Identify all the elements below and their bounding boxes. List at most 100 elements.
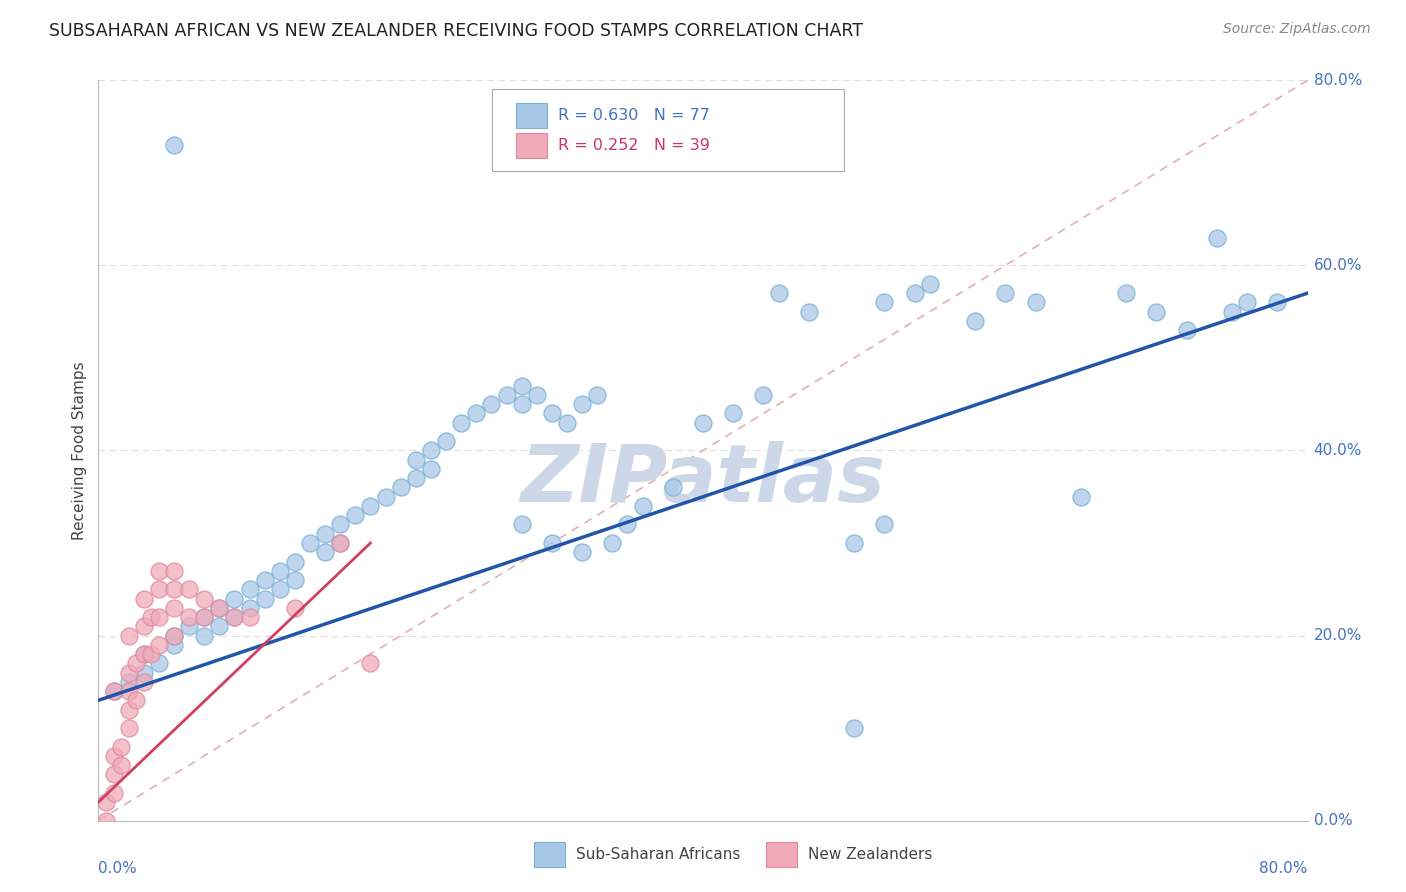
Point — [360, 499, 382, 513]
Text: Sub-Saharan Africans: Sub-Saharan Africans — [576, 847, 741, 862]
Point — [118, 684, 141, 698]
Point — [125, 693, 148, 707]
Point — [103, 748, 125, 763]
Point — [132, 665, 155, 680]
Point — [495, 388, 517, 402]
Point — [224, 591, 246, 606]
Point — [1070, 490, 1092, 504]
Text: R = 0.630   N = 77: R = 0.630 N = 77 — [558, 108, 710, 122]
Text: New Zealanders: New Zealanders — [808, 847, 932, 862]
Point — [1236, 295, 1258, 310]
Point — [163, 638, 186, 652]
Point — [118, 665, 141, 680]
Point — [269, 582, 291, 597]
Point — [239, 582, 262, 597]
Point — [141, 647, 163, 661]
Point — [224, 610, 246, 624]
Point — [526, 388, 548, 402]
Text: 60.0%: 60.0% — [1313, 258, 1362, 273]
Point — [94, 795, 117, 809]
Point — [374, 490, 396, 504]
Point — [405, 471, 427, 485]
Point — [193, 591, 215, 606]
Point — [103, 786, 125, 800]
Point — [148, 582, 170, 597]
Point — [360, 657, 382, 671]
Point — [540, 407, 562, 421]
Point — [571, 397, 593, 411]
Point — [465, 407, 488, 421]
Point — [450, 416, 472, 430]
Point — [555, 416, 578, 430]
Point — [692, 416, 714, 430]
Text: SUBSAHARAN AFRICAN VS NEW ZEALANDER RECEIVING FOOD STAMPS CORRELATION CHART: SUBSAHARAN AFRICAN VS NEW ZEALANDER RECE… — [49, 22, 863, 40]
Point — [239, 600, 262, 615]
Point — [193, 610, 215, 624]
Point — [994, 286, 1017, 301]
Point — [723, 407, 745, 421]
Point — [314, 545, 336, 559]
Text: 80.0%: 80.0% — [1260, 862, 1308, 876]
Point — [904, 286, 927, 301]
Point — [299, 536, 322, 550]
Text: 0.0%: 0.0% — [1313, 814, 1353, 828]
Point — [540, 536, 562, 550]
Point — [481, 397, 503, 411]
Point — [616, 517, 638, 532]
Point — [208, 600, 231, 615]
Point — [661, 480, 683, 494]
Text: ZIPatlas: ZIPatlas — [520, 441, 886, 519]
Point — [389, 480, 412, 494]
Point — [253, 573, 276, 587]
Point — [510, 517, 533, 532]
Point — [844, 536, 866, 550]
Point — [163, 628, 186, 642]
Point — [163, 600, 186, 615]
Point — [752, 388, 775, 402]
Text: 40.0%: 40.0% — [1313, 443, 1362, 458]
Point — [420, 443, 443, 458]
Point — [179, 619, 201, 633]
Point — [224, 610, 246, 624]
Point — [1220, 304, 1243, 318]
Point — [110, 758, 132, 772]
Point — [118, 628, 141, 642]
Point — [510, 397, 533, 411]
Point — [148, 564, 170, 578]
Point — [125, 657, 148, 671]
Text: 80.0%: 80.0% — [1313, 73, 1362, 87]
Point — [844, 721, 866, 735]
Point — [586, 388, 609, 402]
Point — [132, 674, 155, 689]
Point — [163, 582, 186, 597]
Point — [571, 545, 593, 559]
Point — [284, 555, 307, 569]
Point — [329, 536, 352, 550]
Point — [329, 536, 352, 550]
Point — [141, 610, 163, 624]
Point — [405, 452, 427, 467]
Point — [208, 600, 231, 615]
Point — [179, 610, 201, 624]
Point — [768, 286, 790, 301]
Point — [208, 619, 231, 633]
Point — [284, 573, 307, 587]
Point — [94, 814, 117, 828]
Point — [193, 610, 215, 624]
Point — [118, 721, 141, 735]
Point — [329, 517, 352, 532]
Point — [148, 657, 170, 671]
Point — [1024, 295, 1046, 310]
Point — [103, 684, 125, 698]
Point — [1267, 295, 1289, 310]
Point — [602, 536, 624, 550]
Point — [118, 674, 141, 689]
Point — [1206, 230, 1229, 244]
Point — [110, 739, 132, 754]
Point — [132, 647, 155, 661]
Point — [434, 434, 457, 449]
Text: 20.0%: 20.0% — [1313, 628, 1362, 643]
Point — [344, 508, 367, 523]
Point — [163, 628, 186, 642]
Point — [132, 647, 155, 661]
